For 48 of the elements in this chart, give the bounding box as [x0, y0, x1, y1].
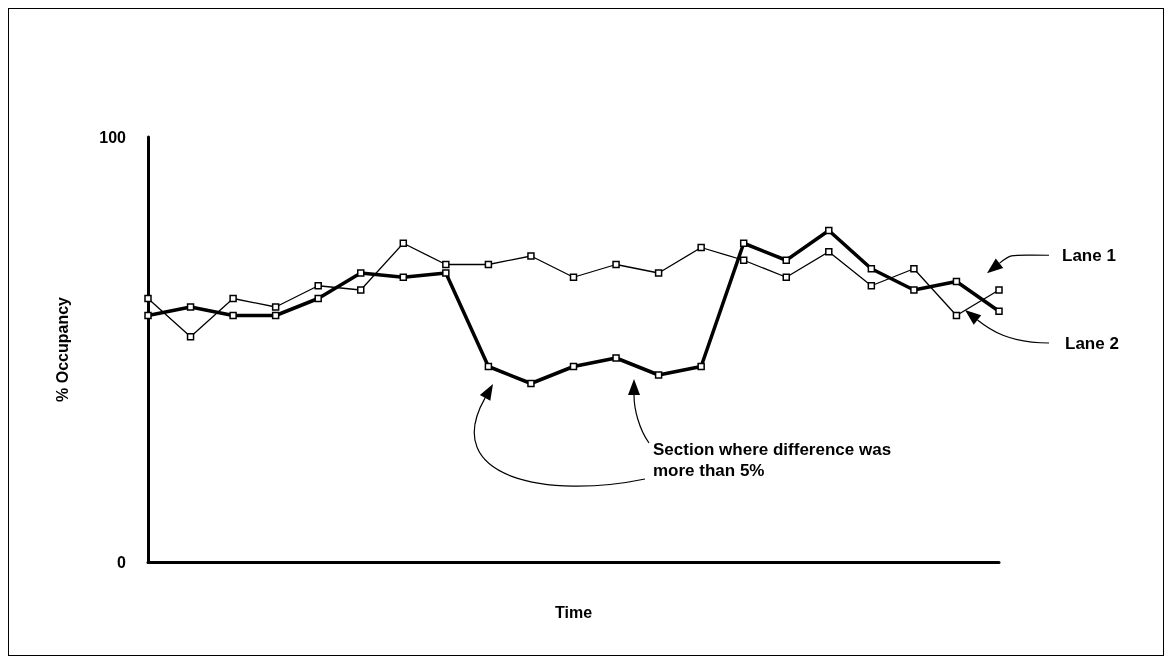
- point: [314, 282, 322, 290]
- point: [739, 239, 748, 247]
- point: [484, 260, 493, 269]
- point: [186, 303, 195, 311]
- point: [527, 379, 535, 388]
- point: [782, 256, 790, 264]
- point: [229, 311, 237, 320]
- annotation: Section where difference was more than 5%: [653, 440, 896, 480]
- legend-label: Lane 2: [1065, 333, 1119, 353]
- point: [825, 248, 833, 256]
- point: [995, 286, 1003, 294]
- point: [612, 354, 620, 362]
- y-tick-label: 100: [99, 128, 127, 146]
- point: [271, 311, 280, 320]
- point: [357, 286, 365, 294]
- point: [910, 265, 918, 273]
- point: [697, 243, 705, 252]
- point: [314, 294, 322, 303]
- point: [654, 371, 663, 379]
- point: [144, 311, 152, 320]
- point: [910, 286, 918, 294]
- point: [229, 294, 237, 303]
- point: [271, 303, 280, 311]
- point: [442, 260, 450, 269]
- point: [995, 307, 1003, 315]
- point: [867, 282, 876, 290]
- point: [399, 273, 408, 281]
- y-axis-title: % Occupancy: [53, 296, 71, 402]
- point: [569, 362, 578, 371]
- point: [782, 273, 790, 281]
- point: [442, 269, 450, 277]
- point: [697, 362, 705, 371]
- point: [569, 273, 578, 281]
- point: [399, 239, 408, 247]
- point: [186, 333, 195, 341]
- point: [357, 269, 365, 277]
- legend-label: Lane 1: [1062, 245, 1116, 265]
- point: [867, 265, 876, 273]
- x-axis-title: Time: [554, 603, 593, 621]
- point: [484, 362, 493, 371]
- point: [654, 269, 663, 277]
- y-tick-label: 0: [117, 553, 127, 571]
- point: [825, 226, 833, 235]
- point: [612, 260, 620, 269]
- point: [144, 294, 152, 303]
- point: [952, 277, 961, 286]
- point: [527, 252, 535, 260]
- point: [952, 311, 961, 320]
